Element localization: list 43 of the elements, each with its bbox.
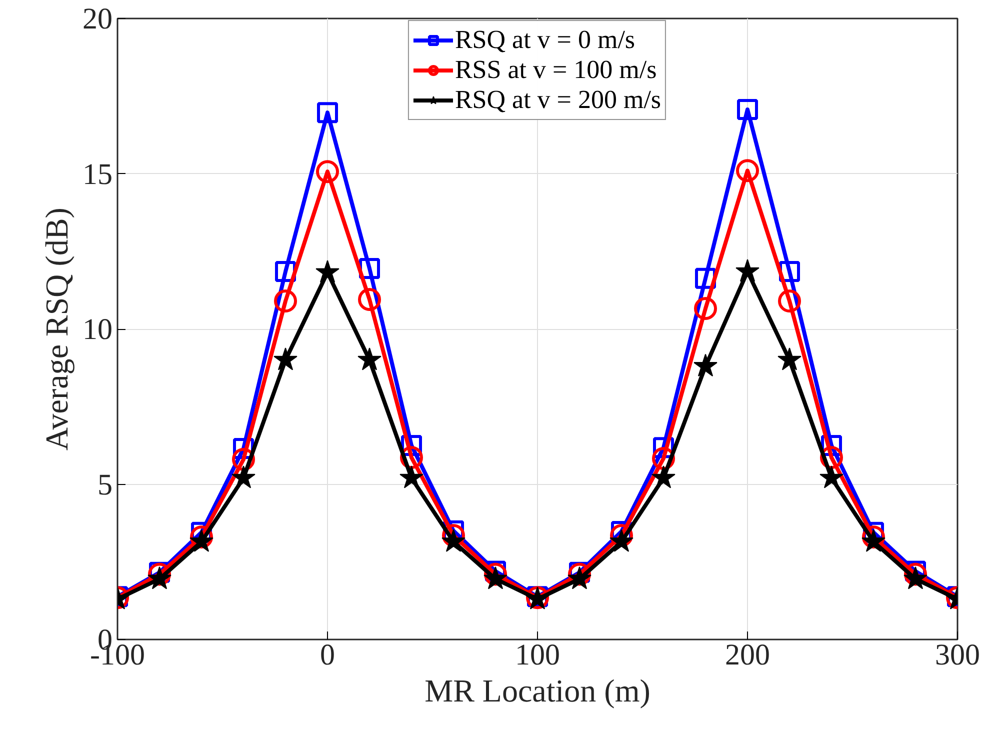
y-tick-label: 10 [82, 313, 112, 346]
point [568, 566, 592, 590]
point [190, 529, 214, 552]
point [232, 466, 256, 488]
point [358, 288, 381, 311]
point [400, 466, 424, 488]
y-tick-label: 5 [98, 468, 112, 502]
point [610, 529, 634, 552]
point [736, 259, 760, 282]
y-tick-label: 15 [82, 158, 112, 191]
legend-label: RSS at v = 100 m/s [454, 55, 657, 85]
y-tick-label: 20 [82, 2, 112, 36]
point [820, 466, 844, 488]
point [778, 348, 802, 370]
point [442, 524, 465, 547]
point [190, 526, 213, 549]
legend-label: RSQ at v = 0 m/s [454, 25, 636, 55]
x-tick-label: 300 [935, 638, 980, 672]
point [442, 529, 466, 552]
point [737, 98, 758, 120]
point [610, 524, 633, 547]
point [736, 159, 759, 182]
point [274, 290, 297, 313]
point [358, 348, 382, 370]
point [778, 290, 801, 313]
x-tick-label: 100 [515, 638, 560, 672]
y-axis-title: Average RSQ (dB) [38, 208, 74, 450]
point [274, 348, 298, 370]
point [484, 566, 508, 590]
x-tick-label: 0 [320, 638, 335, 672]
x-tick-label: 200 [725, 638, 770, 672]
point [694, 354, 718, 376]
point [652, 466, 676, 488]
legend-label: RSQ at v = 200 m/s [454, 85, 662, 115]
point [694, 297, 717, 320]
point [862, 529, 886, 552]
point [148, 566, 172, 590]
point [317, 102, 338, 124]
point [862, 526, 885, 549]
point [316, 260, 340, 283]
x-axis-title: MR Location (m) [424, 672, 650, 708]
point [904, 566, 928, 590]
point [316, 160, 339, 184]
